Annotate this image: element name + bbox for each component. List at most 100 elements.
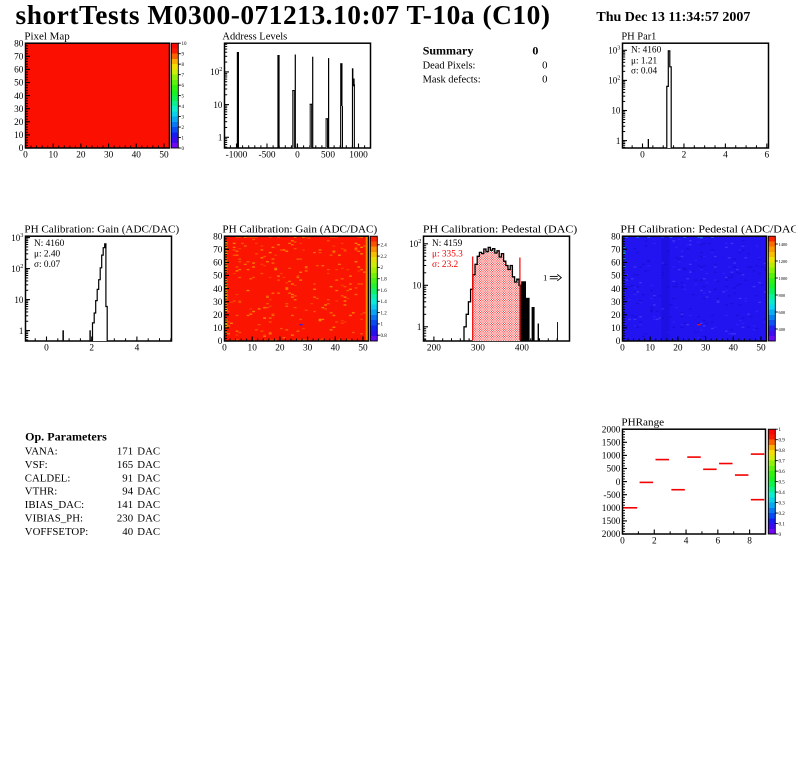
svg-text:Summary: Summary xyxy=(423,43,474,57)
svg-text:500: 500 xyxy=(321,150,335,160)
svg-text:8: 8 xyxy=(747,536,752,546)
svg-text:0: 0 xyxy=(779,533,782,538)
svg-text:400: 400 xyxy=(779,327,786,332)
svg-text:10: 10 xyxy=(14,131,24,141)
svg-text:70: 70 xyxy=(14,53,24,63)
svg-text:800: 800 xyxy=(779,293,786,298)
svg-text:50: 50 xyxy=(213,272,223,282)
svg-text:0: 0 xyxy=(182,147,185,152)
svg-text:1: 1 xyxy=(19,326,24,336)
svg-text:102: 102 xyxy=(409,238,421,249)
svg-text:165: 165 xyxy=(117,459,133,471)
svg-text:0: 0 xyxy=(616,337,621,347)
svg-text:Pixel Map: Pixel Map xyxy=(24,30,70,42)
svg-text:σ: 23.2: σ: 23.2 xyxy=(432,260,459,270)
svg-text:0: 0 xyxy=(542,75,547,86)
svg-text:1.6: 1.6 xyxy=(381,289,388,294)
svg-text:50: 50 xyxy=(611,272,621,282)
svg-text:6: 6 xyxy=(715,536,720,546)
svg-text:50: 50 xyxy=(14,79,24,89)
svg-text:1.4: 1.4 xyxy=(381,300,388,305)
svg-text:0.2: 0.2 xyxy=(779,512,786,517)
svg-text:91: 91 xyxy=(122,472,133,484)
svg-text:1: 1 xyxy=(218,133,223,143)
svg-text:80: 80 xyxy=(14,39,24,49)
svg-text:0: 0 xyxy=(532,43,538,57)
svg-text:102: 102 xyxy=(11,263,23,274)
svg-text:0: 0 xyxy=(542,60,547,71)
svg-text:Op. Parameters: Op. Parameters xyxy=(25,429,107,443)
svg-text:40: 40 xyxy=(331,343,341,353)
svg-text:4: 4 xyxy=(182,105,185,110)
svg-text:μ: 2.40: μ: 2.40 xyxy=(34,250,61,260)
svg-text:0.6: 0.6 xyxy=(779,470,786,475)
svg-text:0: 0 xyxy=(640,150,645,160)
svg-text:1: 1 xyxy=(381,323,384,328)
svg-text:50: 50 xyxy=(159,150,169,160)
svg-text:10: 10 xyxy=(182,42,188,47)
svg-text:10: 10 xyxy=(611,106,621,116)
svg-text:N: 4160: N: 4160 xyxy=(34,239,65,249)
svg-text:μ: 1.21: μ: 1.21 xyxy=(631,56,658,66)
svg-text:shortTests M0300-071213.10:07: shortTests M0300-071213.10:07 T-10a (C10… xyxy=(16,0,551,30)
svg-text:2.4: 2.4 xyxy=(381,244,388,249)
svg-text:40: 40 xyxy=(14,92,24,102)
svg-text:VIBIAS_PH:: VIBIAS_PH: xyxy=(25,512,83,524)
svg-text:1400: 1400 xyxy=(779,242,789,247)
svg-text:PH Calibration: Pedestal (DAC): PH Calibration: Pedestal (DAC) xyxy=(423,223,578,235)
svg-text:2: 2 xyxy=(682,150,687,160)
svg-text:2: 2 xyxy=(381,266,384,271)
svg-text:171: 171 xyxy=(117,446,133,458)
svg-text:VANA:: VANA: xyxy=(25,446,58,458)
svg-text:30: 30 xyxy=(104,150,114,160)
svg-text:0.7: 0.7 xyxy=(779,459,786,464)
svg-text:30: 30 xyxy=(14,105,24,115)
svg-text:-500: -500 xyxy=(603,491,620,501)
svg-text:IBIAS_DAC:: IBIAS_DAC: xyxy=(25,499,84,511)
svg-text:0.4: 0.4 xyxy=(779,491,786,496)
svg-text:N: 4159: N: 4159 xyxy=(432,239,463,249)
svg-text:1000: 1000 xyxy=(779,276,789,281)
svg-text:4: 4 xyxy=(684,536,689,546)
svg-text:60: 60 xyxy=(14,66,24,76)
svg-text:0: 0 xyxy=(218,337,223,347)
svg-text:DAC: DAC xyxy=(137,459,160,471)
svg-text:VOFFSETOP:: VOFFSETOP: xyxy=(25,526,88,538)
svg-text:5: 5 xyxy=(182,94,185,99)
svg-text:VSF:: VSF: xyxy=(25,459,48,471)
svg-text:0: 0 xyxy=(616,478,621,488)
svg-text:4: 4 xyxy=(135,343,140,353)
svg-text:94: 94 xyxy=(122,486,133,498)
svg-text:DAC: DAC xyxy=(137,512,160,524)
svg-text:0: 0 xyxy=(19,144,24,154)
svg-text:10: 10 xyxy=(611,324,621,334)
svg-text:30: 30 xyxy=(213,298,223,308)
svg-text:40: 40 xyxy=(122,526,133,538)
svg-text:103: 103 xyxy=(11,232,23,243)
svg-text:0.9: 0.9 xyxy=(779,439,786,444)
svg-text:600: 600 xyxy=(779,310,786,315)
svg-text:10: 10 xyxy=(412,281,422,291)
svg-text:1200: 1200 xyxy=(779,259,789,264)
svg-text:10: 10 xyxy=(213,324,223,334)
svg-text:80: 80 xyxy=(213,232,223,242)
svg-text:20: 20 xyxy=(611,311,621,321)
svg-text:102: 102 xyxy=(608,75,620,86)
svg-text:40: 40 xyxy=(213,285,223,295)
svg-text:VTHR:: VTHR: xyxy=(25,486,57,498)
svg-text:0: 0 xyxy=(44,343,49,353)
svg-text:Thu Dec 13 11:34:57 2007: Thu Dec 13 11:34:57 2007 xyxy=(596,10,750,25)
svg-text:1: 1 xyxy=(182,136,185,141)
svg-text:-500: -500 xyxy=(258,150,275,160)
svg-text:200: 200 xyxy=(427,343,441,353)
svg-text:80: 80 xyxy=(611,232,621,242)
svg-text:102: 102 xyxy=(210,66,222,77)
svg-text:20: 20 xyxy=(673,343,683,353)
svg-text:DAC: DAC xyxy=(137,446,160,458)
svg-text:6: 6 xyxy=(764,150,769,160)
svg-text:DAC: DAC xyxy=(137,472,160,484)
svg-text:60: 60 xyxy=(213,259,223,269)
svg-text:3: 3 xyxy=(182,115,185,120)
svg-text:103: 103 xyxy=(608,45,620,56)
svg-text:40: 40 xyxy=(611,285,621,295)
